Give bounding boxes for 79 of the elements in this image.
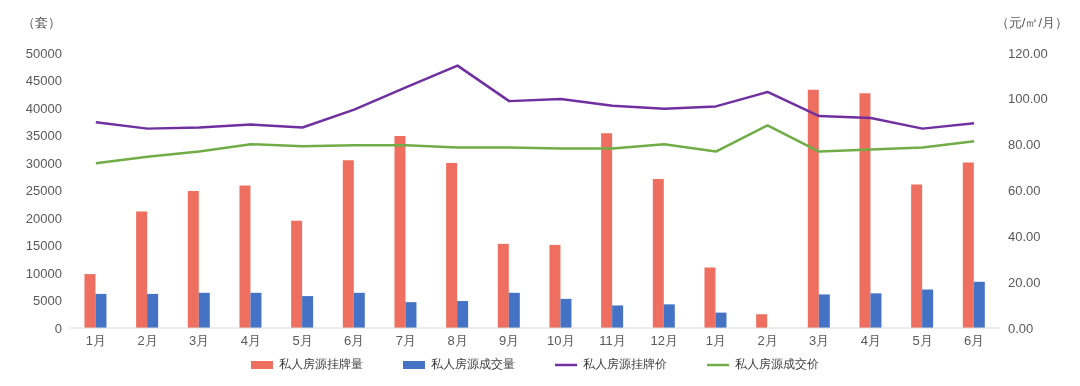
bar: [807, 89, 819, 328]
bar: [962, 162, 974, 328]
y2-tick-label: 80.00: [1008, 137, 1041, 153]
y2-tick-label: 100.00: [1008, 91, 1048, 107]
bar: [922, 289, 934, 328]
bar: [911, 184, 923, 328]
x-tick-label: 7月: [395, 333, 416, 349]
legend-label: 私人房源成交量: [431, 356, 515, 373]
bar: [250, 292, 262, 328]
bar: [560, 298, 572, 328]
bar: [457, 301, 469, 328]
x-tick-label: 3月: [809, 333, 830, 349]
bar: [291, 220, 303, 328]
legend-label: 私人房源成交价: [735, 356, 819, 373]
y2-tick-label: 40.00: [1008, 228, 1041, 244]
bar: [405, 302, 417, 328]
bar: [84, 274, 96, 328]
x-tick-label: 4月: [240, 333, 261, 349]
bar: [652, 178, 664, 328]
x-tick-label: 5月: [292, 333, 313, 349]
x-tick-label: 6月: [344, 333, 365, 349]
bar: [497, 243, 509, 328]
legend-label: 私人房源挂牌价: [583, 356, 667, 373]
y-tick-label: 40000: [25, 100, 62, 116]
bar: [756, 314, 768, 328]
y2-tick-label: 0.00: [1008, 320, 1034, 336]
bar: [870, 293, 882, 328]
y2-tick-label: 20.00: [1008, 274, 1041, 290]
legend-label: 私人房源挂牌量: [279, 356, 363, 373]
y-tick-label: 10000: [25, 265, 62, 281]
bar: [342, 160, 354, 328]
line-series: [94, 64, 976, 130]
bar: [663, 304, 675, 328]
bar: [136, 211, 148, 328]
y-tick-label: 30000: [25, 155, 62, 171]
x-tick-label: 5月: [912, 333, 933, 349]
x-tick-label: 12月: [650, 333, 678, 349]
y-tick-label: 5000: [33, 293, 62, 309]
x-tick-label: 1月: [705, 333, 726, 349]
bar: [818, 294, 830, 328]
y-tick-label: 25000: [25, 183, 62, 199]
y2-axis-title: （元/㎡/月）: [995, 14, 1068, 32]
x-tick-label: 3月: [189, 333, 210, 349]
x-tick-label: 4月: [860, 333, 881, 349]
bar: [394, 136, 406, 328]
y2-tick-label: 120.00: [1008, 45, 1048, 61]
bar: [239, 185, 251, 328]
bar: [549, 244, 561, 328]
line-series: [94, 124, 976, 165]
x-tick-label: 8月: [447, 333, 468, 349]
bar: [859, 93, 871, 328]
bar: [973, 281, 985, 328]
x-tick-label: 10月: [547, 333, 575, 349]
x-tick-label: 2月: [137, 333, 158, 349]
y2-tick-label: 60.00: [1008, 183, 1041, 199]
y-axis-title: （套）: [22, 14, 61, 32]
y-tick-label: 20000: [25, 210, 62, 226]
x-tick-label: 2月: [757, 333, 778, 349]
x-tick-label: 9月: [499, 333, 520, 349]
bar: [147, 293, 159, 328]
x-tick-label: 6月: [964, 333, 985, 349]
bar: [187, 191, 199, 328]
bar: [198, 292, 210, 328]
y-tick-label: 50000: [25, 45, 62, 61]
y-tick-label: 0: [54, 320, 62, 336]
bar: [508, 292, 520, 328]
bar: [612, 305, 624, 328]
y-tick-label: 35000: [25, 128, 62, 144]
bar: [601, 133, 613, 328]
bar: [302, 296, 314, 328]
bar: [446, 163, 458, 328]
x-tick-label: 11月: [599, 333, 626, 349]
y-tick-label: 45000: [25, 73, 62, 89]
bar: [704, 267, 716, 328]
bar: [715, 312, 727, 328]
x-tick-label: 1月: [85, 333, 106, 349]
bar: [95, 293, 107, 328]
y-tick-label: 15000: [25, 238, 62, 254]
bar: [353, 292, 365, 328]
